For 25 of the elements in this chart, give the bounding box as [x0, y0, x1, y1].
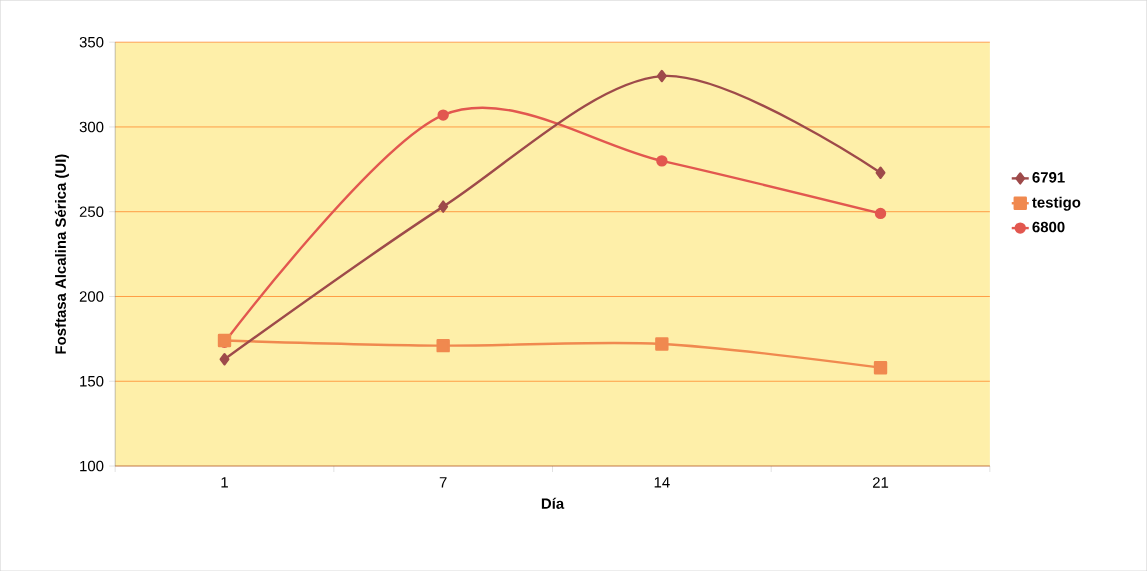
y-tick-label: 250 [79, 206, 104, 217]
legend-label: testigo [1032, 196, 1081, 211]
point [438, 200, 449, 213]
x-tick-label: 1 [221, 477, 228, 488]
y-tick-label: 200 [79, 291, 104, 302]
point [873, 360, 888, 375]
point [436, 338, 450, 353]
legend-label: 6791 [1032, 171, 1065, 183]
point [219, 352, 230, 366]
y-axis-title: Fosftasa Alcalina Sérica (UI) [54, 154, 69, 354]
point [655, 337, 669, 351]
y-tick-label: 100 [80, 460, 104, 472]
x-axis-title: Día [541, 497, 565, 509]
y-tick-label: 150 [80, 375, 104, 387]
point [656, 155, 668, 167]
y-tick-label: 350 [79, 36, 104, 48]
point [875, 166, 886, 179]
y-tick-label: 300 [79, 121, 104, 133]
point [874, 207, 887, 220]
point [656, 69, 667, 83]
point [437, 109, 449, 121]
legend-label: 6800 [1032, 221, 1065, 233]
x-tick-label: 21 [872, 477, 889, 488]
x-tick-label: 14 [654, 477, 670, 488]
x-tick-label: 7 [439, 477, 447, 488]
